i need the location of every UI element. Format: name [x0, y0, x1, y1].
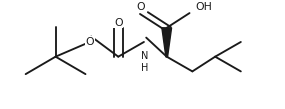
Text: OH: OH: [195, 2, 212, 12]
Text: O: O: [114, 18, 123, 28]
Text: N
H: N H: [141, 51, 148, 73]
Text: O: O: [137, 2, 145, 12]
Polygon shape: [162, 28, 172, 57]
Text: O: O: [86, 37, 94, 47]
